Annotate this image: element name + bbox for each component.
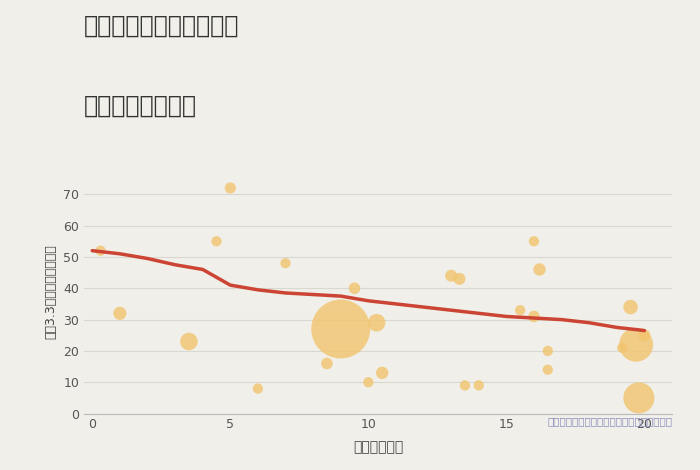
Point [371, 319, 382, 327]
Point [528, 313, 540, 320]
Text: 奈良県奈良市半田横町の: 奈良県奈良市半田横町の [84, 14, 239, 38]
Point [114, 310, 125, 317]
Point [534, 266, 545, 273]
Point [617, 344, 628, 352]
Point [335, 325, 346, 333]
Point [377, 369, 388, 376]
Text: 円の大きさは、取引のあった物件面積を示す: 円の大きさは、取引のあった物件面積を示す [547, 416, 672, 426]
Point [639, 331, 650, 339]
X-axis label: 駅距離（分）: 駅距離（分） [353, 440, 403, 454]
Point [252, 385, 263, 392]
Point [95, 247, 106, 254]
Point [514, 306, 526, 314]
Point [631, 341, 642, 348]
Point [321, 360, 332, 367]
Point [634, 394, 645, 402]
Point [349, 284, 360, 292]
Point [542, 366, 554, 374]
Point [363, 378, 374, 386]
Point [225, 184, 236, 192]
Point [542, 347, 554, 355]
Point [528, 237, 540, 245]
Point [459, 382, 470, 389]
Point [625, 303, 636, 311]
Point [211, 237, 222, 245]
Point [280, 259, 291, 267]
Text: 駅距離別土地価格: 駅距離別土地価格 [84, 94, 197, 118]
Point [454, 275, 465, 282]
Point [473, 382, 484, 389]
Point [183, 338, 195, 345]
Point [446, 272, 457, 280]
Y-axis label: 坪（3.3㎡）単価（万円）: 坪（3.3㎡）単価（万円） [45, 244, 57, 339]
